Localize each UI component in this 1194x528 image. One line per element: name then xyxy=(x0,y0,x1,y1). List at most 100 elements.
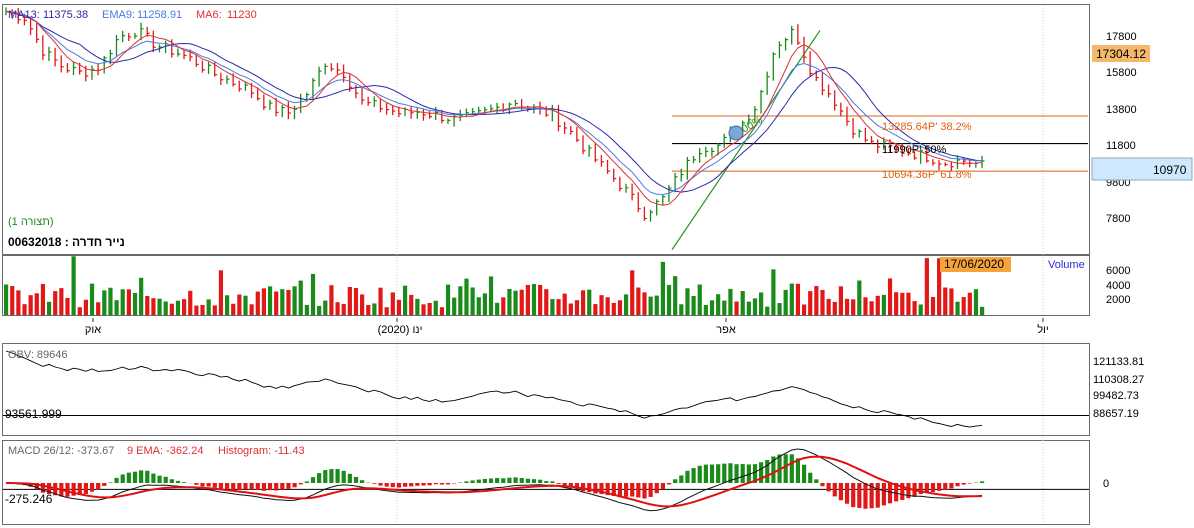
macd-hist-bar xyxy=(243,483,248,490)
volume-bar xyxy=(955,301,960,315)
macd-hist-bar xyxy=(169,479,174,483)
macd-hist-bar xyxy=(851,483,856,508)
volume-bar xyxy=(930,296,936,315)
volume-bar xyxy=(255,291,260,315)
macd-hist-bar xyxy=(120,474,125,483)
macd-hist-bar xyxy=(685,470,690,483)
macd-hist-bar xyxy=(353,476,359,483)
macd-hist-bar xyxy=(507,477,512,483)
volume-bar xyxy=(765,306,770,315)
volume-bar xyxy=(378,287,383,315)
volume-bar xyxy=(433,300,438,315)
volume-bar xyxy=(323,300,328,315)
time-label-jan: ינו (2020) xyxy=(378,324,423,336)
volume-bar xyxy=(525,284,530,315)
macd-hist-bar xyxy=(980,481,985,483)
volume-bar xyxy=(384,307,389,315)
volume-bar xyxy=(458,286,463,315)
volume-bar xyxy=(685,288,690,315)
volume-bar xyxy=(145,296,150,315)
macd-hist-bar xyxy=(218,483,224,489)
cursor-date-badge xyxy=(940,257,1011,272)
price-panel-frame xyxy=(2,4,1090,255)
volume-bar xyxy=(175,300,181,315)
macd-zero-tick: 0 xyxy=(1103,478,1109,490)
volume-bar xyxy=(53,291,58,315)
macd-hist-bar xyxy=(513,477,518,483)
obv-y-axis: 121133.81 110308.27 99482.73 88657.19 xyxy=(1093,356,1144,420)
macd-hist-bar xyxy=(304,481,309,483)
macd-hist-bar xyxy=(157,475,162,483)
volume-bar xyxy=(949,288,954,315)
macd-layer xyxy=(3,448,1089,512)
volume-bar xyxy=(789,283,794,315)
macd-hist-bar xyxy=(476,479,481,483)
volume-bar xyxy=(341,304,346,315)
volume-bar xyxy=(937,258,942,315)
macd-hist-bar xyxy=(378,483,383,486)
ema9-line xyxy=(5,11,982,196)
macd-hist-bar xyxy=(317,473,322,483)
macd-hist-bar xyxy=(145,470,150,483)
macd-hist-bar xyxy=(415,483,420,486)
macd-hist-bar xyxy=(832,483,837,497)
macd-hist-bar xyxy=(360,480,365,483)
volume-bar xyxy=(139,277,144,315)
macd-hist-bar xyxy=(175,480,181,483)
macd-hist-bar xyxy=(194,483,199,485)
macd-hist-bar xyxy=(163,476,168,483)
macd-hist-bar xyxy=(660,483,666,490)
macd-hist-bar xyxy=(844,483,850,504)
obv-label: OBV: 89646 xyxy=(8,349,68,361)
volume-tick: 2000 xyxy=(1106,294,1130,306)
volume-bar xyxy=(673,276,678,315)
volume-label: Volume xyxy=(1048,259,1085,271)
macd-hist-bar xyxy=(869,483,874,509)
volume-bar xyxy=(599,295,604,315)
macd-hist-bar xyxy=(335,469,340,483)
volume-bar xyxy=(360,294,365,315)
volume-bar xyxy=(274,291,279,315)
macd-hist-bar xyxy=(347,473,352,483)
ma6-value: 11230 xyxy=(227,9,257,21)
macd-hist-bar xyxy=(795,458,801,483)
macd-panel-frame xyxy=(2,440,1090,525)
cursor-date-text: 17/06/2020 xyxy=(944,257,1004,271)
macd-hist-bar xyxy=(642,483,647,499)
volume-bar xyxy=(163,301,168,315)
volume-bar xyxy=(390,292,395,315)
macd-hist-bar xyxy=(544,481,549,483)
volume-bar xyxy=(838,286,844,315)
macd-hist-bar xyxy=(556,483,561,484)
macd-hist-bar xyxy=(402,483,408,487)
macd-hist-bar xyxy=(623,483,629,497)
volume-bar xyxy=(507,288,512,315)
macd-hist-bar xyxy=(482,478,487,483)
macd-hist-bar xyxy=(182,482,187,483)
volume-bar xyxy=(132,293,138,315)
macd-hist-bar xyxy=(943,483,948,490)
obv-ref-value: 93561.999 xyxy=(5,407,62,421)
volume-bar xyxy=(286,289,291,315)
price-tick: 17800 xyxy=(1106,31,1137,43)
time-axis: אוק ינו (2020) אפר יול xyxy=(85,318,1049,336)
volume-bar xyxy=(267,286,273,315)
volume-bar xyxy=(65,297,70,315)
macd-hist-bar xyxy=(949,483,954,489)
ema9-label: EMA9: xyxy=(102,9,135,21)
macd-hist-bar xyxy=(286,483,291,489)
volume-bar xyxy=(22,304,27,315)
volume-bar xyxy=(280,289,285,315)
macd-hist-bar xyxy=(267,483,273,491)
macd-hist-bar xyxy=(439,483,445,485)
volume-bar xyxy=(108,287,113,315)
volume-bar xyxy=(605,297,610,315)
obv-layer xyxy=(3,350,1089,428)
volume-bar xyxy=(691,296,696,315)
volume-bar xyxy=(550,299,555,315)
volume-bar xyxy=(46,301,52,315)
drag-handle[interactable] xyxy=(728,125,744,141)
volume-bar xyxy=(617,300,623,315)
macd-hist-bar xyxy=(961,483,966,485)
